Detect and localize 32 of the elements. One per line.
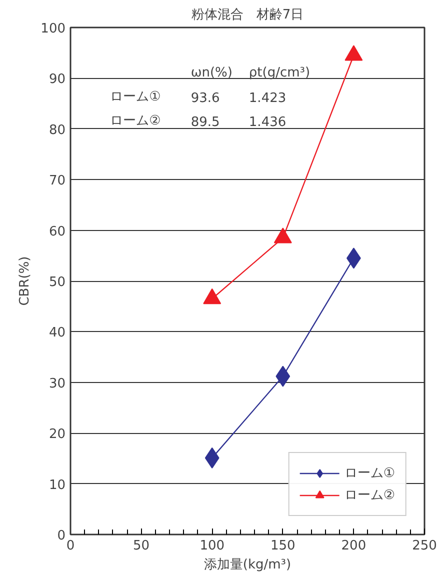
point bbox=[344, 45, 363, 61]
y-tick-label: 10 bbox=[48, 478, 66, 493]
x-tick-label: 50 bbox=[133, 538, 150, 554]
y-tick-label: 40 bbox=[48, 326, 66, 341]
annotation: 1.423 bbox=[248, 90, 286, 106]
y-tick-label: 50 bbox=[48, 275, 66, 290]
legend-label: ローム① bbox=[344, 465, 395, 482]
annotation: ローム① bbox=[110, 89, 161, 104]
annotation: 93.6 bbox=[190, 90, 220, 106]
point bbox=[274, 228, 292, 244]
y-tick-label: 100 bbox=[40, 22, 66, 36]
y-tick-label: 30 bbox=[48, 376, 66, 392]
y-tick-label: 70 bbox=[48, 174, 66, 189]
chart-title: 粉体混合 材齢7日 bbox=[191, 8, 304, 22]
y-tick-label: 20 bbox=[48, 427, 66, 442]
y-tick-label: 60 bbox=[48, 224, 66, 240]
y-tick-label: 90 bbox=[48, 72, 66, 88]
annotation: 89.5 bbox=[190, 114, 220, 130]
point bbox=[203, 288, 222, 304]
y-tick-label: 80 bbox=[48, 122, 66, 138]
annotation: ローム② bbox=[110, 113, 161, 128]
x-tick-label: 100 bbox=[200, 538, 225, 554]
legend-label: ローム② bbox=[344, 487, 395, 504]
annotation: ωn(%) bbox=[190, 66, 232, 81]
x-tick-label: 250 bbox=[412, 538, 437, 554]
x-tick-label: 150 bbox=[270, 538, 296, 554]
x-axis-title: 添加量(kg/m³) bbox=[204, 558, 292, 572]
x-tick-label: 200 bbox=[341, 538, 366, 554]
annotation: ρt(g/cm³) bbox=[248, 66, 310, 81]
y-axis-title: CBR(%) bbox=[18, 256, 33, 306]
annotation: 1.436 bbox=[248, 114, 286, 130]
y-tick-label: 0 bbox=[57, 528, 66, 544]
